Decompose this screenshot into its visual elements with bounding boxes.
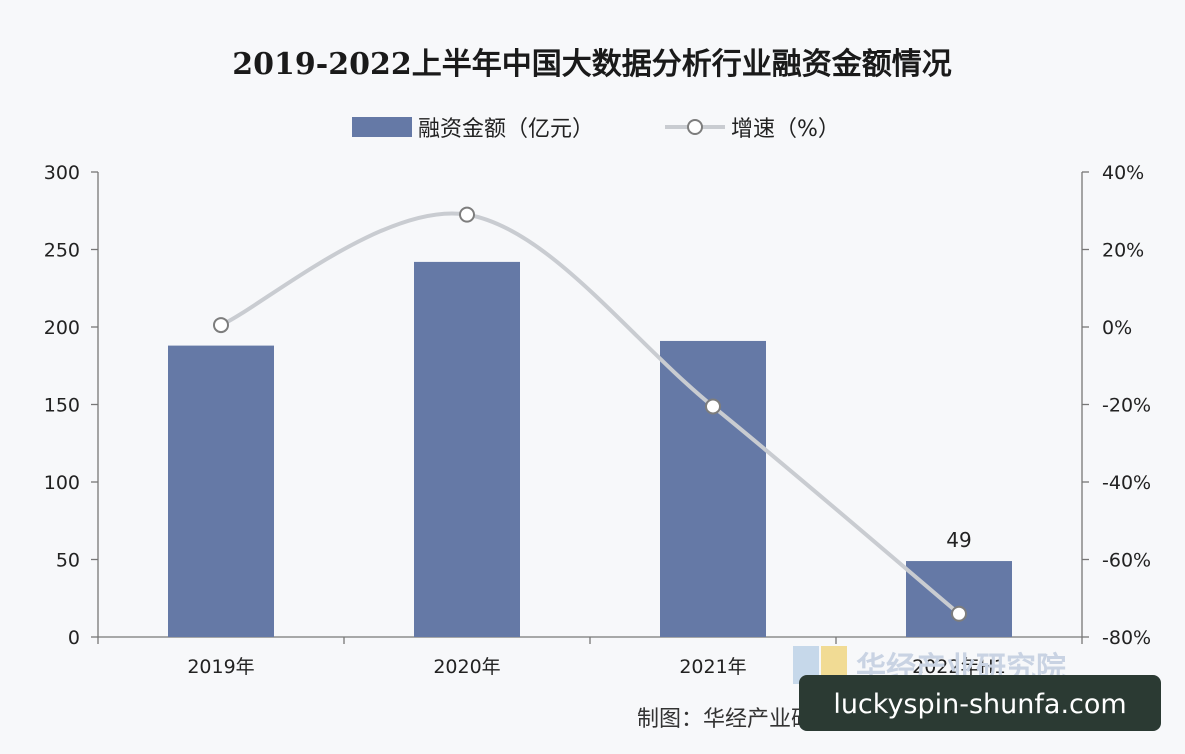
legend: 融资金额（亿元） 增速（%） bbox=[352, 117, 840, 142]
y-left-tick-label: 200 bbox=[44, 317, 80, 339]
bars bbox=[168, 261, 1012, 637]
x-tick-label: 2019年 bbox=[187, 656, 254, 678]
growth-line bbox=[220, 211, 961, 616]
legend-swatch-marker bbox=[687, 119, 703, 135]
y-right-tick-label: -40% bbox=[1102, 472, 1151, 494]
y-left-tick-label: 0 bbox=[68, 627, 80, 649]
y-left-tick-label: 50 bbox=[56, 550, 80, 572]
y-right-tick-label: 20% bbox=[1102, 240, 1144, 262]
bar-value-label: 49 bbox=[946, 528, 971, 552]
growth-point bbox=[459, 206, 475, 223]
footer-badge-text: luckyspin-shunfa.com bbox=[833, 689, 1126, 720]
legend-swatch-bar bbox=[352, 117, 412, 137]
footer-badge-background bbox=[799, 675, 1161, 731]
bar bbox=[168, 345, 274, 637]
growth-series bbox=[213, 206, 967, 622]
footer-badge: luckyspin-shunfa.com bbox=[799, 675, 1161, 731]
growth-point bbox=[951, 605, 967, 622]
y-right-tick-label: -20% bbox=[1102, 395, 1151, 417]
bar bbox=[414, 261, 520, 637]
y-left-tick-label: 300 bbox=[44, 162, 80, 184]
y-right-tick-label: 0% bbox=[1102, 317, 1132, 339]
y-right-tick-label: 40% bbox=[1102, 162, 1144, 184]
x-tick-label: 2021年 bbox=[679, 656, 746, 678]
y-left-tick-label: 150 bbox=[44, 395, 80, 417]
legend-label-line: 增速（%） bbox=[731, 117, 840, 142]
x-tick-label: 2022年H1 bbox=[912, 656, 1006, 678]
y-left-tick-label: 250 bbox=[44, 240, 80, 262]
growth-point bbox=[705, 398, 721, 415]
x-tick-label: 2020年 bbox=[433, 656, 500, 678]
axes: 0 50 100 150 200 250 300 -80% -60% -40% -20% 0% 20% 4… bbox=[44, 162, 1151, 678]
y-right-tick-label: -80% bbox=[1102, 627, 1151, 649]
y-left-tick-label: 100 bbox=[44, 472, 80, 494]
legend-label-bar: 融资金额（亿元） bbox=[418, 117, 594, 142]
data-labels: 49 bbox=[946, 528, 971, 552]
bar bbox=[906, 561, 1012, 637]
y-right-tick-label: -60% bbox=[1102, 550, 1151, 572]
growth-point bbox=[213, 317, 229, 334]
bar bbox=[660, 340, 766, 637]
chart-title: 2019-2022上半年中国大数据分析行业融资金额情况 bbox=[232, 47, 951, 82]
